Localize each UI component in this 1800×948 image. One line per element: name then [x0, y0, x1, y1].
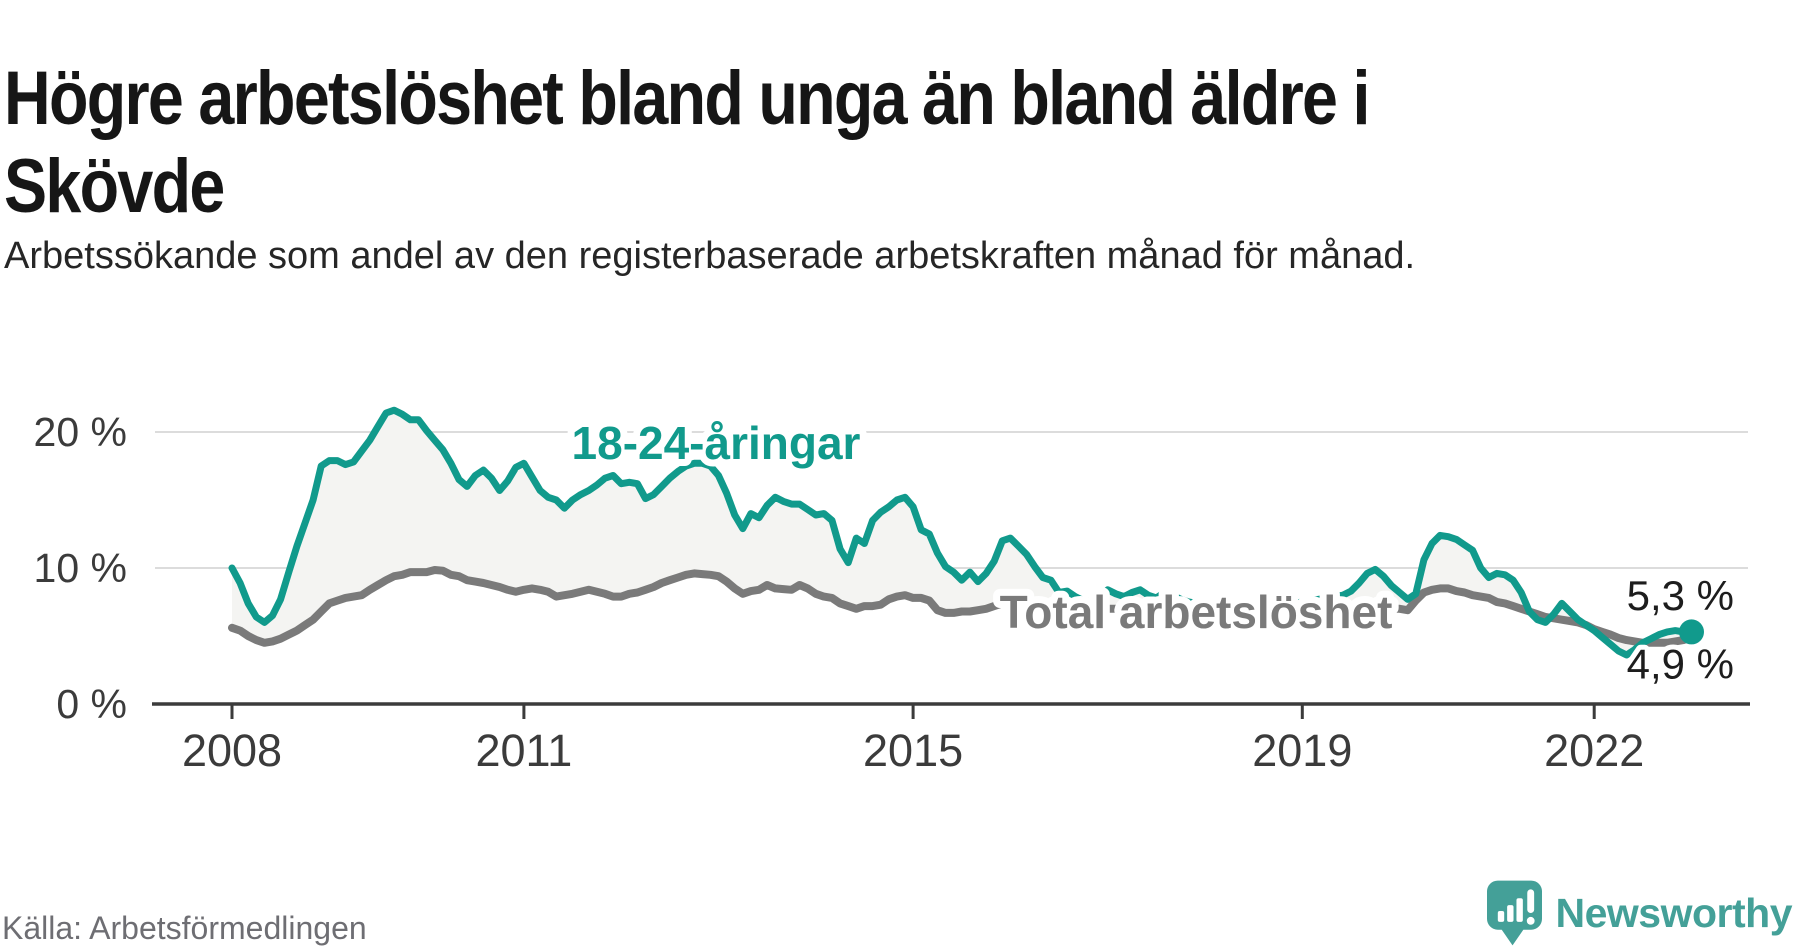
brand-name: Newsworthy — [1555, 889, 1793, 936]
x-tick-label-2008: 2008 — [182, 725, 282, 776]
x-tick-label-2022: 2022 — [1544, 725, 1644, 776]
y-tick-label-0: 0 % — [56, 681, 127, 727]
page-title: Högre arbetslöshet bland unga än bland ä… — [4, 55, 1370, 230]
series-label-total: Total arbetslöshet — [1000, 586, 1393, 638]
page-subtitle: Arbetssökande som andel av den registerb… — [4, 235, 1416, 277]
last-point-dot — [1679, 619, 1704, 645]
x-axis-ticks — [230, 704, 1596, 719]
source-note: Källa: Arbetsförmedlingen — [2, 910, 367, 946]
newsworthy-branding: Newsworthy — [1486, 880, 1793, 946]
value-label-youth: 5,3 % — [1627, 572, 1734, 619]
x-tick-label-2015: 2015 — [863, 725, 963, 776]
value-label-total: 4,9 % — [1627, 640, 1734, 687]
series-line-total — [228, 566, 1696, 647]
series-label-youth: 18-24-åringar — [572, 417, 861, 469]
series-line-youth — [228, 406, 1695, 659]
y-tick-label-10: 10 % — [34, 545, 127, 591]
x-tick-label-2011: 2011 — [476, 725, 573, 776]
x-tick-label-2019: 2019 — [1252, 725, 1352, 776]
speech-bubble-chart-icon — [1486, 880, 1542, 946]
y-tick-label-20: 20 % — [34, 409, 127, 455]
series-fill-area — [232, 410, 1692, 655]
